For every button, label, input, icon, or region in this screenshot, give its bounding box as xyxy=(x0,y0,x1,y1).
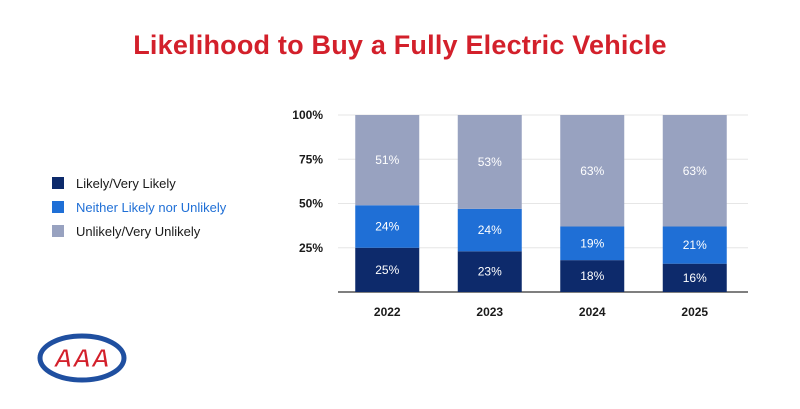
y-tick-label: 50% xyxy=(299,197,323,211)
legend-label-unlikely: Unlikely/Very Unlikely xyxy=(76,223,201,239)
aaa-logo: AAA xyxy=(37,333,127,383)
data-label: 24% xyxy=(478,223,502,237)
legend-swatch-unlikely xyxy=(52,225,64,237)
x-category-label: 2023 xyxy=(476,305,503,319)
bar-segment xyxy=(560,115,625,227)
logo-ring xyxy=(37,333,127,383)
y-tick-label: 75% xyxy=(299,152,323,166)
legend-item-neither: Neither Likely nor Unlikely xyxy=(52,195,226,219)
data-label: 24% xyxy=(375,220,399,234)
legend-item-likely: Likely/Very Likely xyxy=(52,171,226,195)
bar-segment xyxy=(457,115,522,209)
logo-text: AAA xyxy=(53,343,110,373)
data-label: 18% xyxy=(580,269,604,283)
bar-segment xyxy=(560,226,625,261)
x-category-label: 2022 xyxy=(374,305,401,319)
y-tick-label: 25% xyxy=(299,241,323,255)
data-label: 23% xyxy=(478,265,502,279)
chart-title: Likelihood to Buy a Fully Electric Vehic… xyxy=(133,30,667,60)
data-label: 25% xyxy=(375,263,399,277)
legend: Likely/Very Likely Neither Likely nor Un… xyxy=(52,171,226,243)
y-tick-label: 100% xyxy=(292,108,323,122)
data-label: 16% xyxy=(683,271,707,285)
bar-segment xyxy=(355,247,420,292)
x-category-label: 2024 xyxy=(579,305,606,319)
data-label: 63% xyxy=(683,164,707,178)
bar-segment xyxy=(662,115,727,227)
bar-segment xyxy=(457,208,522,252)
bar-segment xyxy=(662,226,727,264)
data-label: 19% xyxy=(580,236,604,250)
bar-segment xyxy=(355,205,420,248)
legend-swatch-likely xyxy=(52,177,64,189)
legend-item-unlikely: Unlikely/Very Unlikely xyxy=(52,219,226,243)
legend-label-likely: Likely/Very Likely xyxy=(76,175,176,191)
legend-label-neither: Neither Likely nor Unlikely xyxy=(76,199,227,215)
bar-segment xyxy=(457,251,522,292)
x-category-label: 2025 xyxy=(681,305,708,319)
data-label: 63% xyxy=(580,164,604,178)
data-label: 51% xyxy=(375,153,399,167)
data-label: 21% xyxy=(683,238,707,252)
bar-segment xyxy=(560,260,625,292)
bar-segment xyxy=(662,263,727,292)
data-label: 53% xyxy=(478,155,502,169)
legend-swatch-neither xyxy=(52,201,64,213)
bar-segment xyxy=(355,115,420,206)
